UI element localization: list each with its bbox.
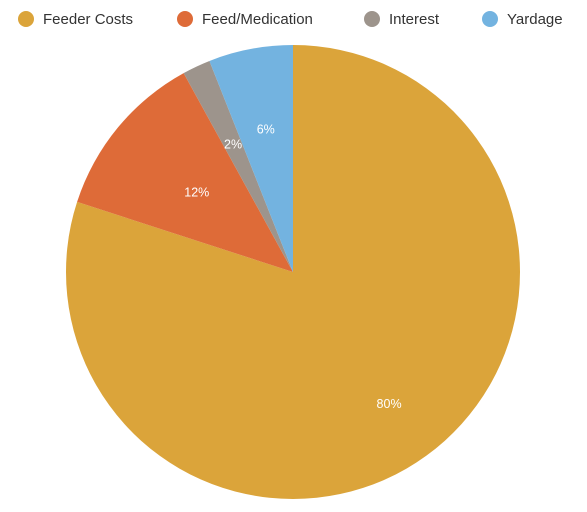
legend-item-feed-medication: Feed/Medication [177,7,313,31]
legend-item-feeder-costs: Feeder Costs [18,7,133,31]
chart-legend: Feeder Costs Feed/Medication Interest Ya… [0,7,587,31]
pie-slice-feed-medication [77,73,293,272]
legend-item-yardage: Yardage [482,7,563,31]
data-label-interest: 2% [224,138,242,152]
legend-label-feed-medication: Feed/Medication [202,10,313,28]
legend-swatch-feeder-costs [18,11,34,27]
legend-label-interest: Interest [389,10,440,28]
pie-slice-yardage [209,45,293,272]
legend-item-interest: Interest [364,7,439,31]
legend-label-feeder-costs: Feeder Costs [43,10,134,28]
legend-swatch-yardage [482,11,498,27]
data-label-feeder-costs: 80% [377,397,402,411]
data-label-yardage: 6% [257,122,275,136]
legend-swatch-feed-medication [177,11,193,27]
data-label-feed-medication: 12% [184,185,209,199]
legend-swatch-interest [364,11,380,27]
legend-label-yardage: Yardage [507,10,563,28]
pie-slice-interest [183,60,293,273]
